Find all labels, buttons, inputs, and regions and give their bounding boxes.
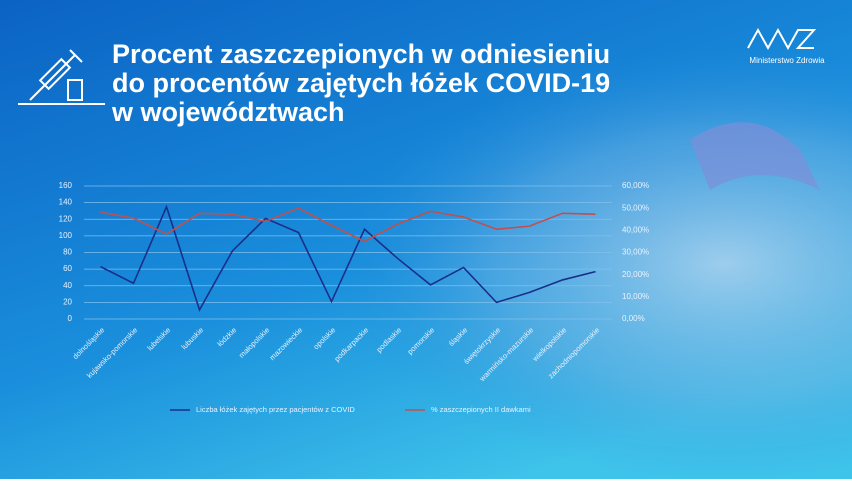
chart-title: w województwach — [111, 97, 345, 127]
y-tick-label: 40 — [63, 281, 72, 290]
y-tick-label: 160 — [59, 181, 73, 190]
chart-title: Procent zaszczepionych w odniesieniu — [112, 39, 610, 69]
y2-tick-label: 10,00% — [622, 292, 649, 301]
syringe-icon — [18, 49, 105, 105]
y-tick-label: 120 — [59, 214, 73, 223]
chart-title: do procentów zajętych łóżek COVID-19 — [112, 68, 610, 98]
y-tick-label: 100 — [59, 231, 73, 240]
y-tick-label: 20 — [63, 297, 72, 306]
y2-tick-label: 50,00% — [622, 203, 649, 212]
mask-shape — [690, 122, 820, 190]
legend-label: % zaszczepionych II dawkami — [431, 405, 531, 414]
y2-tick-label: 40,00% — [622, 225, 649, 234]
series-line — [100, 207, 596, 243]
y-tick-label: 80 — [63, 248, 72, 257]
logo-mark — [747, 27, 817, 51]
y-tick-label: 0 — [68, 314, 73, 323]
y-tick-label: 140 — [59, 198, 73, 207]
y-tick-label: 60 — [63, 264, 72, 273]
series-line — [100, 204, 596, 312]
y2-tick-label: 60,00% — [622, 181, 649, 190]
y2-tick-label: 30,00% — [622, 248, 649, 257]
logo-text: Ministerstwo Zdrowia — [749, 56, 825, 65]
legend-label: Liczba łóżek zajętych przez pacjentów z … — [196, 405, 355, 414]
y2-tick-label: 20,00% — [622, 270, 649, 279]
y2-tick-label: 0,00% — [622, 314, 645, 323]
